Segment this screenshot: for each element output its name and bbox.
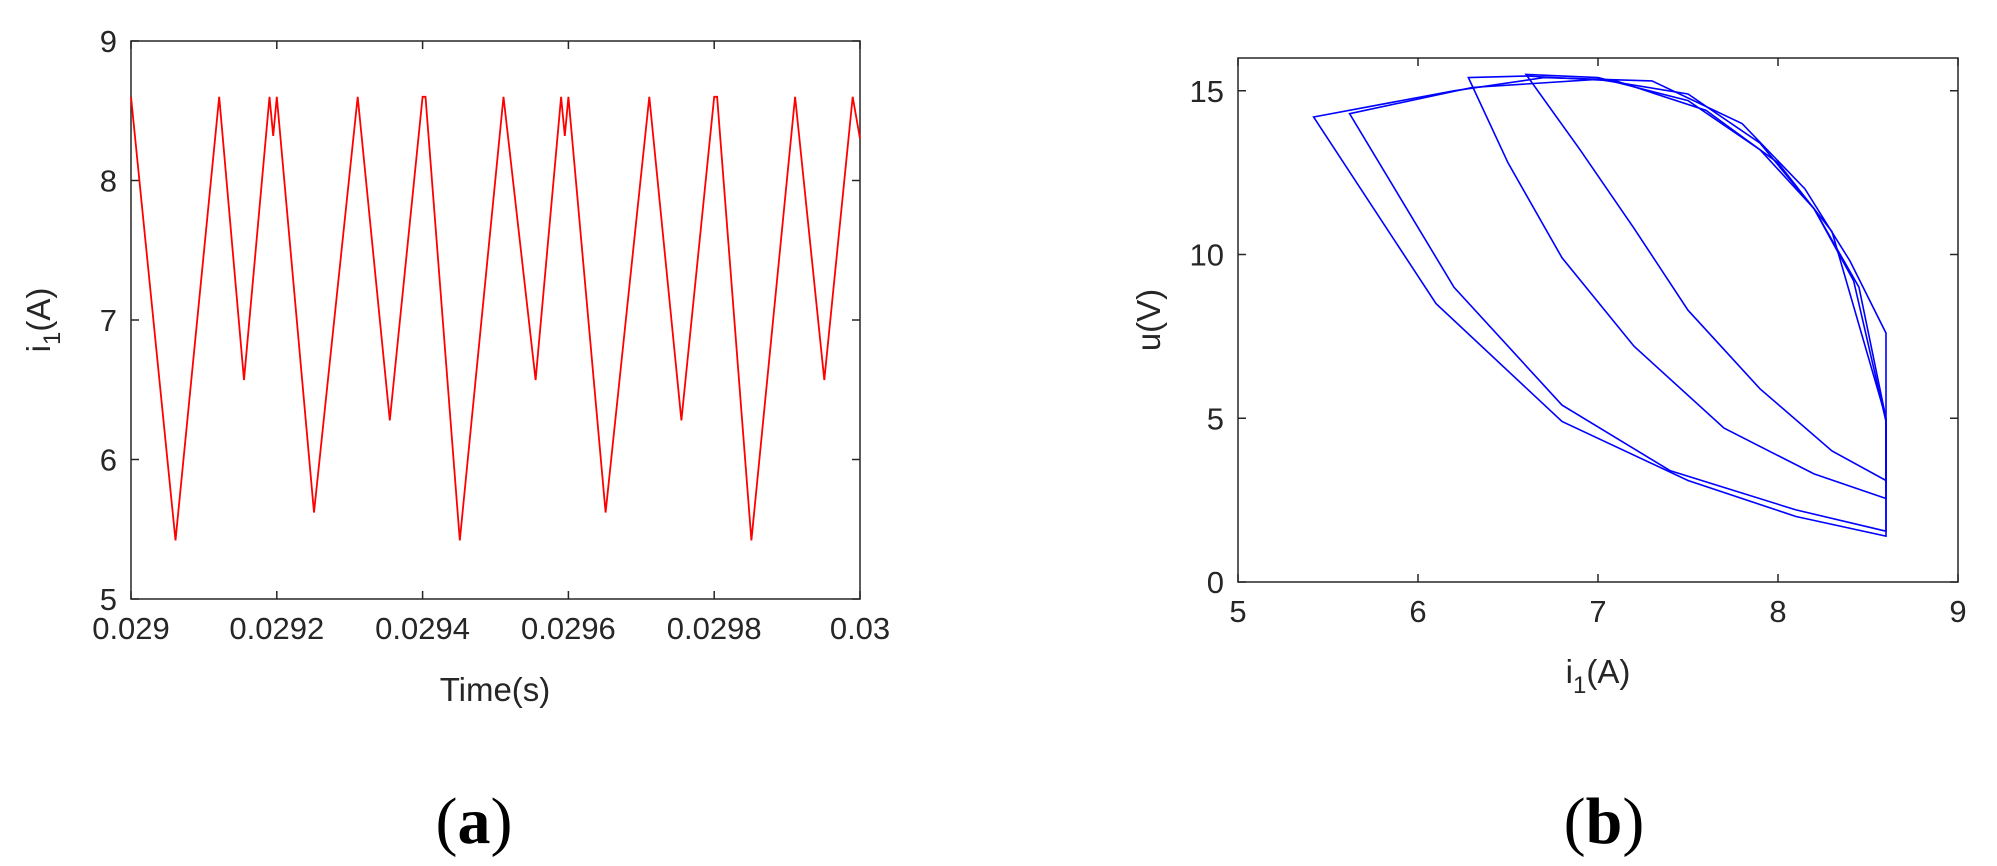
panel-b-xtick-label: 6 <box>1409 594 1426 629</box>
panel-a-ylabel: i1(A) <box>20 288 66 353</box>
panel-a-xtick-label: 0.0298 <box>667 611 762 646</box>
panel-b-xtick-label: 9 <box>1949 594 1966 629</box>
panel-a-ytick-label: 6 <box>100 443 117 478</box>
panel-a-xlabel: Time(s) <box>440 671 551 708</box>
panel-a-plot-area <box>130 40 861 600</box>
panel-a-xtick-label: 0.0294 <box>375 611 470 646</box>
panel-a-label: (a) <box>436 785 513 858</box>
panel-a-xtick-label: 0.03 <box>830 611 890 646</box>
panel-b-ytick-label: 5 <box>1207 401 1224 436</box>
panel-b-ytick-label: 0 <box>1207 565 1224 600</box>
panel-a-xtick-label: 0.0296 <box>521 611 616 646</box>
panel-b-ylabel: u(V) <box>1130 289 1167 351</box>
panel-b-ytick-label: 10 <box>1190 238 1224 273</box>
panel-a-ticks: 0.029 0.0292 0.0294 0.0296 0.0298 0.03 5 6 7 8 9 <box>92 24 890 646</box>
panel-b-label: (b) <box>1564 785 1645 858</box>
panel-a-ytick-label: 8 <box>100 164 117 199</box>
panel-a-series-line <box>130 95 861 541</box>
panel-a-current-waveform: 0.029 0.0292 0.0294 0.0296 0.0298 0.03 5 6 7 8 9 T… <box>20 24 890 858</box>
panel-a-ytick-label: 9 <box>100 24 117 59</box>
panel-a-ytick-label: 5 <box>100 582 117 617</box>
panel-b-series-lines <box>1312 73 1887 538</box>
panel-b-xtick-label: 8 <box>1769 594 1786 629</box>
panel-b-ytick-label: 15 <box>1190 74 1224 109</box>
panel-a-ytick-label: 7 <box>100 303 117 338</box>
panel-b-xlabel: i1(A) <box>1566 653 1631 699</box>
panel-b-xtick-label: 5 <box>1229 594 1246 629</box>
panel-a-xtick-label: 0.0292 <box>229 611 324 646</box>
panel-b-plot-area <box>1237 57 1959 583</box>
panel-b-xtick-label: 7 <box>1589 594 1606 629</box>
panel-b-orbit-loop-4 <box>1524 73 1887 482</box>
panel-a-xtick-label: 0.029 <box>92 611 170 646</box>
